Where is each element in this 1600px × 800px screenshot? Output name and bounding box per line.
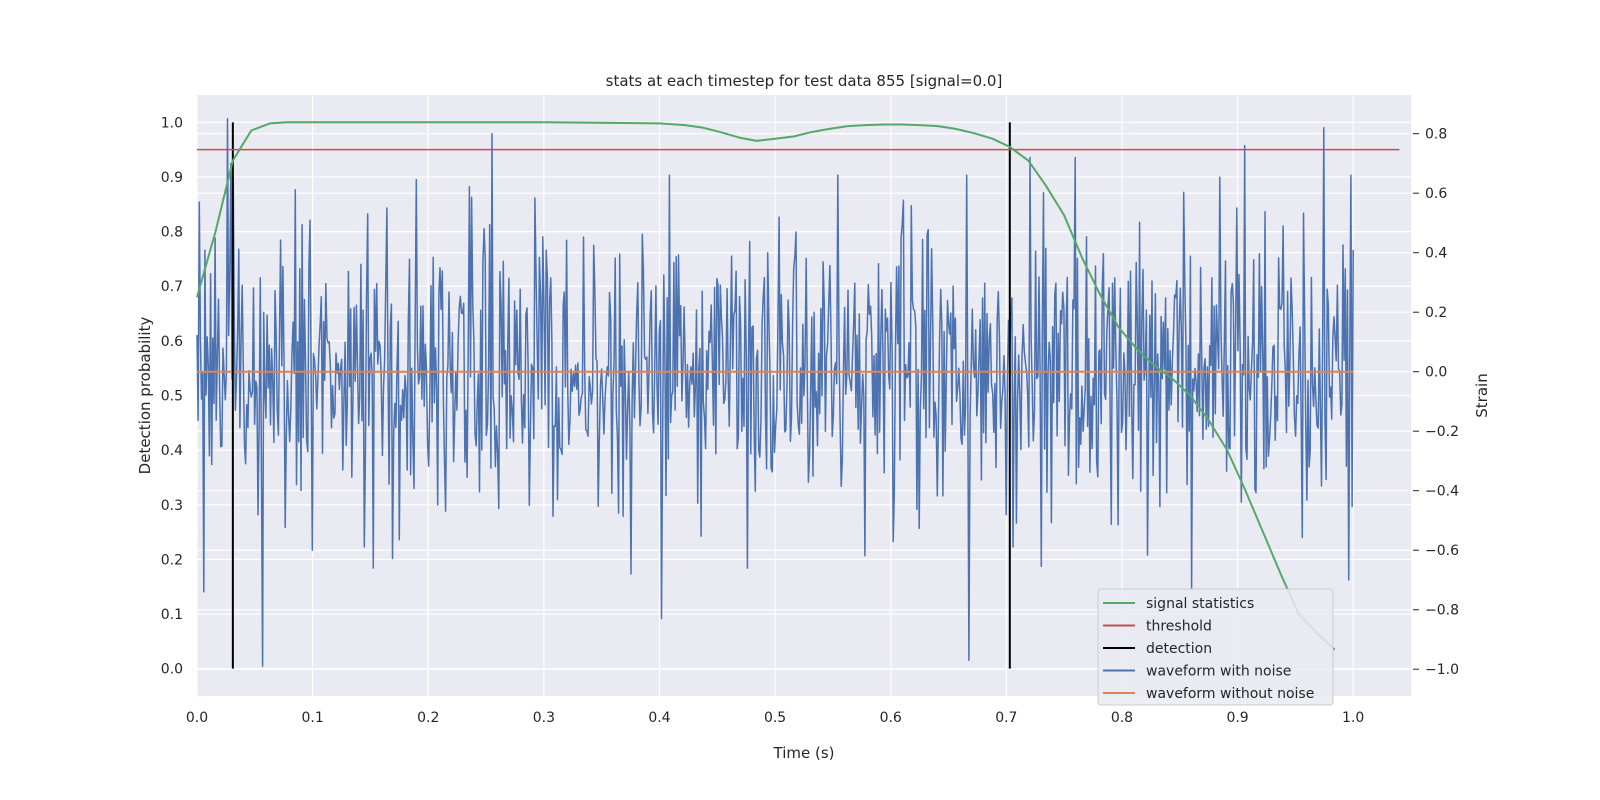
chart-title: stats at each timestep for test data 855… [606, 72, 1003, 90]
legend-label-detection: detection [1146, 641, 1212, 657]
x-tick-label: 0.4 [648, 710, 670, 726]
x-tick-label: 0.2 [417, 710, 439, 726]
x-tick-label: 1.0 [1342, 710, 1364, 726]
y-tick-label: 0.2 [161, 552, 183, 568]
y2-tick-label: 0.8 [1425, 127, 1447, 143]
legend-label-waveform-without-noise: waveform without noise [1146, 686, 1314, 702]
x-tick-label: 0.5 [764, 710, 786, 726]
y2-tick-label: −0.8 [1425, 603, 1459, 619]
legend-label-threshold: threshold [1146, 619, 1212, 635]
y-tick-label: 0.3 [161, 498, 183, 514]
y-tick-label: 0.8 [161, 225, 183, 241]
x-tick-label: 0.6 [880, 710, 902, 726]
y-tick-label: 0.4 [161, 443, 183, 459]
y-tick-labels: 0.0 0.1 0.2 0.3 0.4 0.5 0.6 0.7 0.8 0.9 1.0 [161, 115, 183, 677]
y2-tick-label: 0.2 [1425, 305, 1447, 321]
x-tick-label: 0.7 [995, 710, 1017, 726]
y2-tick-label: 0.0 [1425, 365, 1447, 381]
x-tick-label: 0.8 [1111, 710, 1133, 726]
series-layer [196, 118, 1400, 669]
y2-tick-label: −1.0 [1425, 662, 1459, 678]
y-tick-label: 0.1 [161, 607, 183, 623]
y-tick-label: 0.7 [161, 279, 183, 295]
y-tick-label: 1.0 [161, 115, 183, 131]
y2-tick-label: 0.4 [1425, 246, 1447, 262]
x-tick-label: 0.9 [1226, 710, 1248, 726]
y-tick-label: 0.6 [161, 334, 183, 350]
y-tick-label: 0.5 [161, 389, 183, 405]
y-tick-label: 0.9 [161, 170, 183, 186]
x-axis-title: Time (s) [773, 744, 835, 762]
legend-label-signal-statistics: signal statistics [1146, 596, 1254, 612]
y2-tick-label: −0.2 [1425, 424, 1459, 440]
x-tick-labels: 0.0 0.1 0.2 0.3 0.4 0.5 0.6 0.7 0.8 0.9 1.0 [186, 710, 1364, 726]
y2-tick-label: 0.6 [1425, 186, 1447, 202]
legend: signal statistics threshold detection wa… [1097, 588, 1334, 706]
legend-box [1097, 588, 1334, 706]
y2-axis-title: Strain [1473, 373, 1491, 417]
x-tick-label: 0.3 [533, 710, 555, 726]
legend-label-waveform-with-noise: waveform with noise [1146, 664, 1291, 680]
y2-tick-label: −0.6 [1425, 543, 1459, 559]
series-signal-statistics [196, 121, 1336, 651]
y-tick-label: 0.0 [161, 662, 183, 678]
x-tick-label: 0.1 [301, 710, 323, 726]
y-axis-title: Detection probability [136, 317, 154, 475]
y2-tick-labels: −1.0 −0.8 −0.6 −0.4 −0.2 0.0 0.2 0.4 0.6 0.8 [1413, 127, 1459, 678]
y2-tick-label: −0.4 [1425, 484, 1459, 500]
series-waveform-with-noise [196, 118, 1354, 667]
x-tick-label: 0.0 [186, 710, 208, 726]
